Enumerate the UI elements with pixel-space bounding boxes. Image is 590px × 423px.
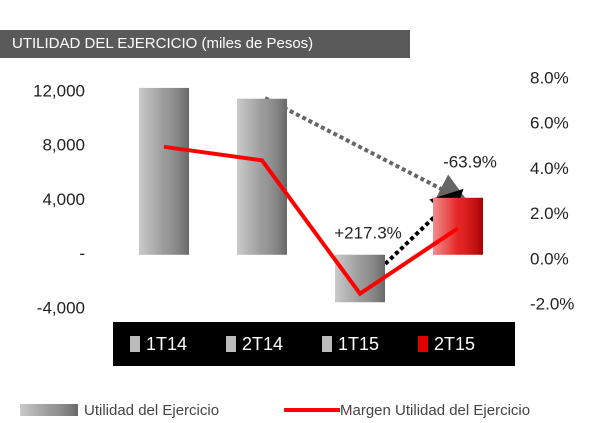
category-icon: [130, 336, 140, 352]
y-tick-label: -4,000: [37, 298, 85, 317]
y-tick-label: 12,000: [33, 81, 85, 100]
y-tick-label: -: [79, 244, 85, 263]
y-tick-label: 8,000: [42, 136, 85, 155]
x-tick-label: 2T14: [242, 334, 283, 354]
category-box: [113, 322, 515, 366]
bar-shade: [139, 87, 189, 255]
bar-shade: [237, 98, 287, 255]
category-icon: [322, 336, 332, 352]
x-tick-label: 2T15: [434, 334, 475, 354]
y2-tick-label: 0.0%: [530, 249, 569, 268]
chart-title: UTILIDAD DEL EJERCICIO (miles de Pesos): [12, 35, 313, 52]
y2-tick-label: 2.0%: [530, 204, 569, 223]
y2-tick-label: -2.0%: [530, 294, 574, 313]
annotation: -63.9%: [443, 152, 497, 171]
y-tick-label: 4,000: [42, 190, 85, 209]
annotation: +217.3%: [334, 223, 402, 242]
y2-tick-label: 4.0%: [530, 159, 569, 178]
category-icon: [418, 336, 428, 352]
line: [163, 144, 460, 297]
y2-tick-label: 8.0%: [530, 68, 569, 87]
legend-label: Margen Utilidad del Ejercicio: [340, 402, 530, 419]
arrow: [264, 96, 470, 204]
bar-shade: [433, 197, 483, 255]
category-icon: [226, 336, 236, 352]
title-bar: [0, 30, 410, 58]
legend-label: Utilidad del Ejercicio: [84, 402, 219, 419]
x-tick-label: 1T15: [338, 334, 379, 354]
x-tick-label: 1T14: [146, 334, 187, 354]
legend-swatch-shade: [20, 404, 78, 416]
y2-tick-label: 6.0%: [530, 114, 569, 133]
